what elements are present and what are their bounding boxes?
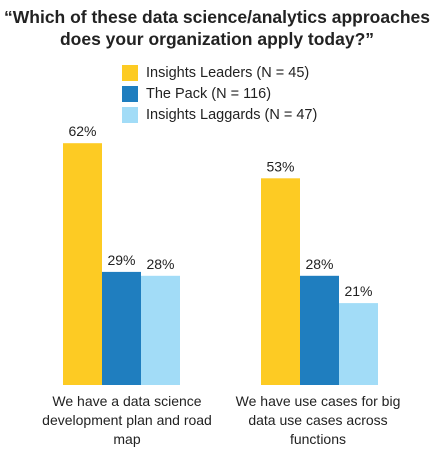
legend-label-insights-leaders: Insights Leaders (N = 45) [146, 64, 310, 81]
legend-label-the-pack: The Pack (N = 116) [146, 85, 272, 102]
data-label-insights-laggards-use-cases: 21% [344, 283, 372, 299]
data-label-insights-leaders-use-cases: 53% [266, 158, 294, 174]
bar-insights-laggards-use-cases [339, 303, 378, 385]
bar-the-pack-use-cases [300, 275, 339, 385]
chart-title: “Which of these data science/analytics a… [4, 7, 430, 49]
bar-insights-laggards-plan [141, 275, 180, 385]
legend-item-the-pack: The Pack (N = 116) [122, 83, 317, 104]
data-label-the-pack-plan: 29% [107, 252, 135, 268]
category-label-use-cases: We have use cases for big data use cases… [235, 393, 401, 447]
legend: Insights Leaders (N = 45) The Pack (N = … [122, 62, 317, 125]
legend-swatch-insights-leaders [122, 64, 138, 81]
bar-insights-leaders-use-cases [261, 178, 300, 385]
data-label-the-pack-use-cases: 28% [305, 256, 333, 272]
legend-swatch-insights-laggards [122, 106, 138, 123]
bar-insights-leaders-plan [63, 143, 102, 385]
legend-item-insights-leaders: Insights Leaders (N = 45) [122, 62, 317, 83]
data-label-insights-leaders-plan: 62% [68, 123, 96, 139]
legend-label-insights-laggards: Insights Laggards (N = 47) [146, 106, 318, 123]
legend-item-insights-laggards: Insights Laggards (N = 47) [122, 104, 317, 125]
category-label-plan: We have a data science development plan … [42, 393, 212, 447]
data-label-insights-laggards-plan: 28% [146, 256, 174, 272]
legend-swatch-the-pack [122, 85, 138, 102]
bar-the-pack-plan [102, 271, 141, 385]
